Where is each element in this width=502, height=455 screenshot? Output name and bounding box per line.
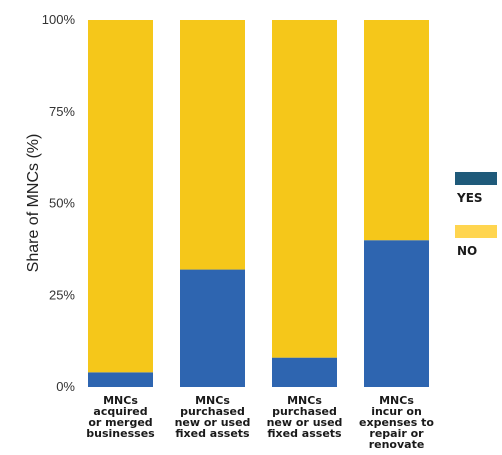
legend-label-yes: YES (456, 191, 483, 205)
bar-no-4 (364, 20, 429, 241)
y-tick-label: 50% (49, 196, 75, 211)
x-category-label: MNCs incur on expenses to repair or renovate (359, 394, 434, 451)
y-tick-label: 0% (56, 379, 75, 394)
legend-swatch-yes (455, 172, 497, 185)
category-labels: MNCs acquired or merged businesses MNCs purch… (86, 394, 434, 451)
bar-no-1 (88, 20, 153, 373)
y-tick-label: 75% (49, 104, 75, 119)
legend-label-no: NO (457, 244, 477, 258)
bar-yes-4 (364, 240, 429, 387)
bar-yes-3 (272, 357, 337, 387)
bar-yes-1 (88, 372, 153, 387)
x-category-label: MNCs purchased new or used fixed assets (175, 394, 251, 440)
y-tick-label: 25% (49, 287, 75, 302)
legend-swatch-no (455, 225, 497, 238)
bar-no-3 (272, 20, 337, 358)
x-category-label: MNCs purchased new or used fixed assets (267, 394, 343, 440)
legend: YES NO (455, 172, 497, 258)
y-axis-label: Share of MNCs (%) (25, 134, 42, 273)
y-axis: 0% 25% 50% 75% 100% (42, 12, 76, 394)
y-tick-label: 100% (42, 12, 76, 27)
bar-no-2 (180, 20, 245, 270)
x-category-label: MNCs acquired or merged businesses (86, 394, 155, 440)
bars (88, 20, 429, 387)
bar-yes-2 (180, 269, 245, 387)
